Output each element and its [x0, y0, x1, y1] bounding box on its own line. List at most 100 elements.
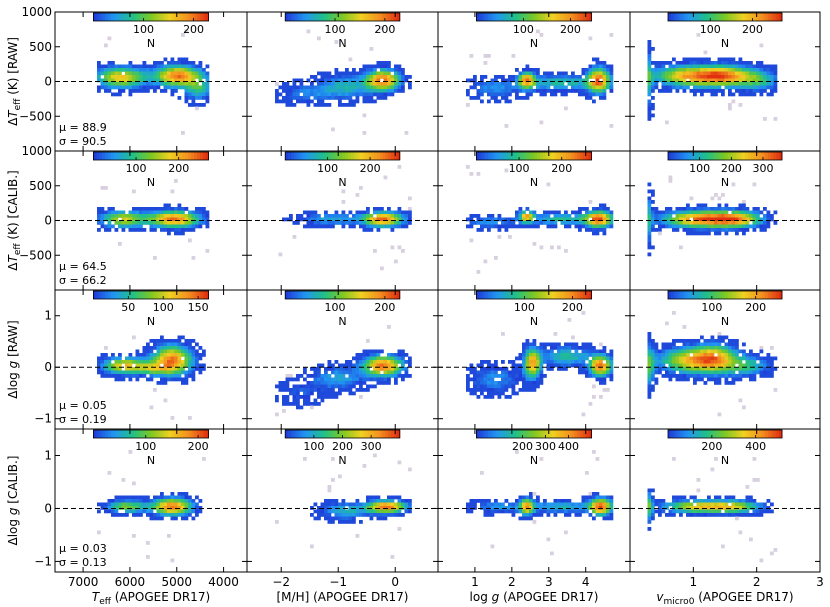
- heat-cell: [497, 99, 502, 104]
- heat-cell: [181, 370, 185, 375]
- heat-cell: [324, 221, 328, 225]
- heat-cell: [724, 61, 729, 65]
- colorbar-segment: [582, 13, 587, 21]
- heat-cell: [504, 124, 509, 128]
- heat-cell: [153, 367, 157, 371]
- heat-cell: [334, 384, 339, 389]
- heat-cell: [167, 495, 171, 500]
- heat-cell: [494, 217, 498, 222]
- colorbar-segment: [333, 291, 338, 299]
- heat-cell: [518, 89, 523, 93]
- heat-cell: [654, 68, 659, 72]
- heat-cell: [651, 346, 655, 350]
- heat-cell: [104, 89, 108, 93]
- colorbar-segment: [102, 152, 106, 160]
- colorbar-segment: [705, 152, 709, 160]
- heat-cell: [592, 68, 596, 72]
- heat-cell: [599, 349, 603, 354]
- colorbar-segment: [174, 13, 178, 21]
- heat-cell: [763, 221, 767, 225]
- heat-cell: [529, 92, 533, 97]
- heat-cell: [647, 332, 652, 336]
- heat-cell: [487, 370, 491, 375]
- heat-cell: [170, 210, 175, 215]
- heat-cell: [408, 207, 412, 211]
- heat-cell: [532, 349, 537, 354]
- heat-cell: [345, 214, 349, 218]
- colorbar-segment: [116, 152, 120, 160]
- heat-cell: [139, 374, 143, 378]
- heat-cell: [345, 363, 349, 368]
- heat-cell: [602, 349, 607, 354]
- heat-cell: [700, 353, 704, 357]
- heat-cell: [497, 395, 502, 399]
- heat-cell: [135, 377, 140, 382]
- heat-cell: [359, 78, 363, 83]
- y-tick-label: −1: [34, 412, 52, 426]
- heat-cell: [181, 349, 185, 354]
- heat-cell: [763, 217, 767, 222]
- heat-cell: [390, 210, 395, 215]
- heat-cell: [525, 381, 530, 385]
- heat-cell: [647, 68, 652, 72]
- colorbar-segment: [96, 13, 100, 21]
- heat-cell: [331, 370, 335, 375]
- colorbar-segment: [505, 152, 509, 160]
- heat-cell: [599, 353, 603, 357]
- heat-cell: [707, 221, 711, 225]
- heat-cell: [114, 363, 119, 368]
- heat-cell: [380, 210, 384, 215]
- heat-cell: [588, 349, 593, 354]
- heat-cell: [763, 117, 767, 121]
- heat-cell: [146, 214, 150, 218]
- colorbar-segment: [767, 291, 771, 299]
- heat-cell: [476, 92, 481, 97]
- mu-label: μ = 0.05: [59, 399, 107, 412]
- heat-cell: [177, 353, 182, 357]
- x-tick-label: 0: [391, 575, 399, 589]
- heat-cell: [394, 377, 398, 382]
- heat-cell: [167, 502, 171, 507]
- heat-cell: [651, 78, 655, 83]
- heat-cell: [665, 78, 669, 83]
- heat-cell: [362, 217, 367, 222]
- heat-cell: [401, 499, 405, 503]
- heat-cell: [501, 78, 505, 83]
- colorbar-segment: [539, 152, 544, 160]
- colorbar-segment: [285, 152, 289, 160]
- heat-cell: [128, 370, 133, 375]
- heat-cell: [408, 221, 412, 225]
- heat-cell: [721, 221, 725, 225]
- heat-cell: [668, 360, 673, 364]
- heat-cell: [585, 78, 589, 83]
- heat-cell: [104, 210, 108, 215]
- heat-cell: [770, 356, 774, 361]
- heat-cell: [366, 499, 370, 503]
- colorbar-segment: [99, 152, 103, 160]
- heat-cell: [174, 78, 178, 83]
- heat-cell: [167, 367, 171, 371]
- colorbar-segment: [767, 13, 771, 21]
- heat-cell: [735, 228, 739, 232]
- heat-cell: [404, 78, 409, 83]
- heat-cell: [296, 405, 300, 410]
- heat-cell: [532, 506, 537, 510]
- heat-cell: [529, 78, 533, 83]
- heat-cell: [366, 367, 370, 371]
- heat-cell: [118, 210, 122, 215]
- heat-cell: [773, 85, 778, 90]
- heat-cell: [585, 92, 589, 97]
- heat-cell: [661, 61, 666, 65]
- heat-cell: [686, 207, 690, 211]
- colorbar-segment: [707, 291, 712, 299]
- heat-cell: [369, 47, 374, 51]
- heat-cell: [167, 509, 171, 514]
- heat-cell: [128, 495, 133, 500]
- colorbar-segment: [707, 13, 712, 21]
- heat-cell: [497, 374, 502, 378]
- heat-cell: [682, 325, 687, 329]
- colorbar-segment: [116, 430, 120, 438]
- heat-cell: [111, 71, 115, 76]
- heat-cell: [557, 89, 561, 93]
- heat-cell: [745, 221, 750, 225]
